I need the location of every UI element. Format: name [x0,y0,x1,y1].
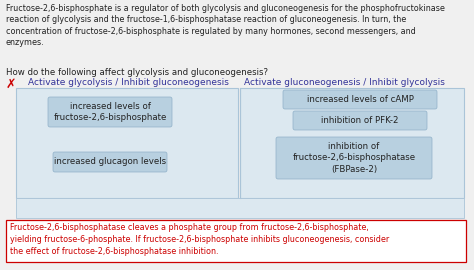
FancyBboxPatch shape [16,88,238,198]
Text: increased glucagon levels: increased glucagon levels [54,157,166,167]
Text: inhibition of
fructose-2,6-bisphosphatase
(FBPase-2): inhibition of fructose-2,6-bisphosphatas… [292,142,416,174]
FancyBboxPatch shape [53,152,167,172]
Text: ✗: ✗ [6,78,17,91]
Text: Activate gluconeogenesis / Inhibit glycolysis: Activate gluconeogenesis / Inhibit glyco… [244,78,445,87]
Text: How do the following affect glycolysis and gluconeogenesis?: How do the following affect glycolysis a… [6,68,268,77]
FancyBboxPatch shape [276,137,432,179]
Text: Activate glycolysis / Inhibit gluconeogenesis: Activate glycolysis / Inhibit gluconeoge… [28,78,229,87]
Text: inhibition of PFK-2: inhibition of PFK-2 [321,116,399,125]
Text: Fructose-2,6-bisphosphatase cleaves a phosphate group from fructose-2,6-bisphosp: Fructose-2,6-bisphosphatase cleaves a ph… [10,223,389,256]
FancyBboxPatch shape [283,90,437,109]
FancyBboxPatch shape [240,88,464,198]
FancyBboxPatch shape [293,111,427,130]
FancyBboxPatch shape [16,198,464,218]
Text: Fructose-2,6-bisphosphate is a regulator of both glycolysis and gluconeogenesis : Fructose-2,6-bisphosphate is a regulator… [6,4,445,47]
Text: increased levels of
fructose-2,6-bisphosphate: increased levels of fructose-2,6-bisphos… [53,102,167,122]
FancyBboxPatch shape [48,97,172,127]
FancyBboxPatch shape [6,220,466,262]
Text: increased levels of cAMP: increased levels of cAMP [307,95,413,104]
